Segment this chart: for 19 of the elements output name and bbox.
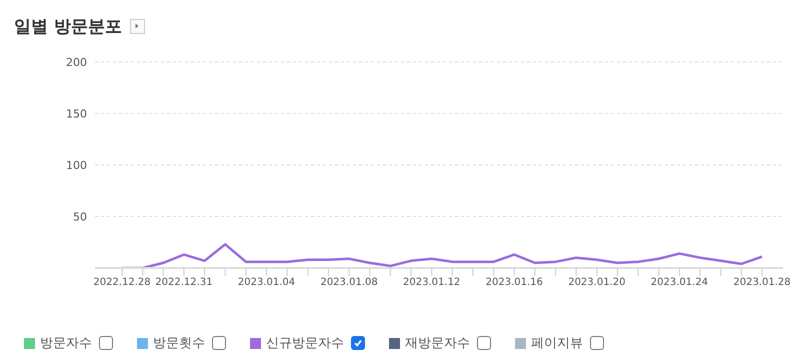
- x-tick-label: 2023.01.16: [486, 277, 543, 288]
- legend-label: 방문횟수: [153, 335, 205, 352]
- x-tick-label: 2023.01.20: [568, 277, 626, 288]
- x-tick-label: 2022.12.31: [155, 277, 213, 288]
- x-tick-label: 2023.01.08: [320, 277, 378, 288]
- legend-label: 페이지뷰: [531, 335, 583, 352]
- legend-label: 방문자수: [40, 335, 92, 352]
- legend-label: 재방문자수: [405, 335, 470, 352]
- chart-title: 일별 방문분포: [14, 16, 122, 38]
- x-tick-label: 2022.12.28: [93, 277, 151, 288]
- x-tick-label: 2023.01.28: [733, 277, 791, 288]
- x-tick-label: 2023.01.24: [650, 277, 708, 288]
- y-tick-label: 150: [66, 107, 87, 120]
- x-tick-label: 2023.01.12: [403, 277, 460, 288]
- y-tick-label: 100: [66, 158, 87, 172]
- y-tick-label: 200: [66, 56, 87, 69]
- x-tick-label: 2023.01.04: [238, 277, 296, 288]
- y-tick-label: 50: [73, 210, 87, 224]
- legend-label: 신규방문자수: [266, 335, 344, 352]
